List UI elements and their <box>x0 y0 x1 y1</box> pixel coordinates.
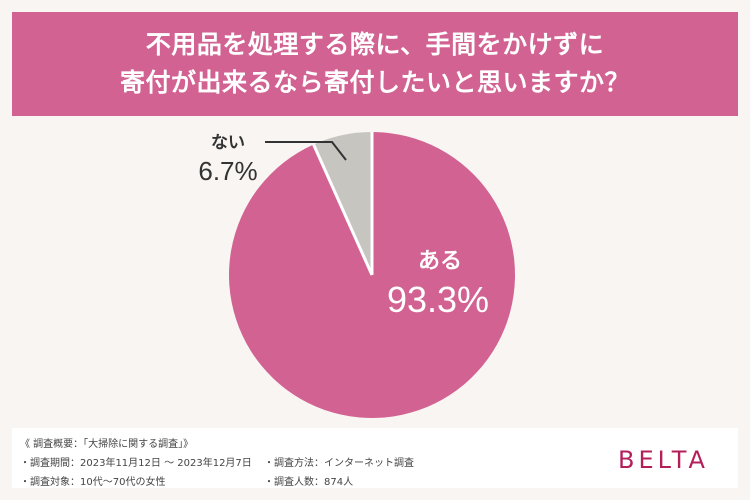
title-line-2: 寄付が出来るなら寄付したいと思いますか？ <box>119 68 630 97</box>
survey-overview: 《 調査概要：「大掃除に関する調査」》 <box>20 439 194 450</box>
title-line-1: 不用品を処理する際に、手間をかけずに <box>145 30 605 59</box>
survey-count: ・調査人数：874人 <box>264 477 354 488</box>
belta-logo: BELTA <box>618 446 709 474</box>
slice-value-aru: 93.3% <box>387 279 489 320</box>
survey-period: ・調査期間：2023年11月12日 ～ 2023年12月7日 <box>20 458 252 469</box>
slice-label-nai: ない <box>211 133 245 153</box>
slice-divider <box>312 143 374 276</box>
survey-footer: 《 調査概要：「大掃除に関する調査」》 ・調査期間：2023年11月12日 ～ … <box>12 428 738 488</box>
survey-method: ・調査方法：インターネット調査 <box>264 458 414 469</box>
slice-label-aru: ある <box>418 249 462 274</box>
title-banner: 不用品を処理する際に、手間をかけずに 寄付が出来るなら寄付したいと思いますか？ <box>12 12 738 116</box>
survey-target: ・調査対象：10代～70代の女性 <box>20 477 166 488</box>
slice-value-nai: 6.7% <box>198 156 257 186</box>
leader-line <box>265 141 347 161</box>
